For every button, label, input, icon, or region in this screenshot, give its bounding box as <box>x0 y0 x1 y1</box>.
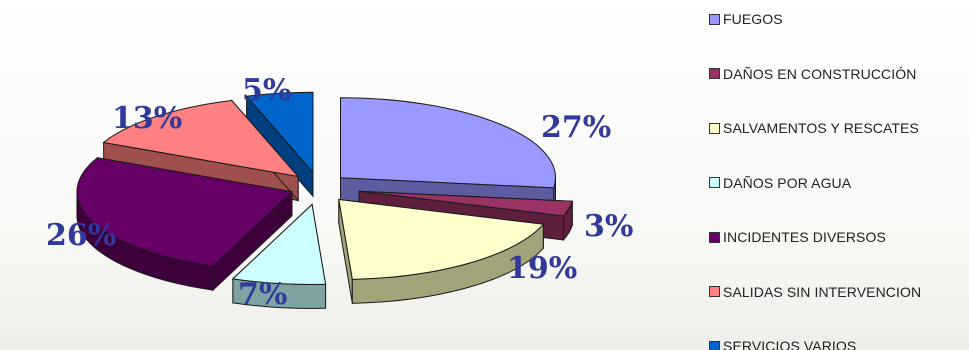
legend-swatch <box>709 68 720 79</box>
legend-label: FUEGOS <box>723 11 783 27</box>
slice-salvamentos-y-rescates <box>338 198 545 280</box>
legend-item-fuegos: FUEGOS <box>709 8 783 30</box>
legend-label: SERVICIOS VARIOS <box>723 338 857 350</box>
slice-salidas-sin-intervencion <box>102 99 300 178</box>
slice-incidentes-diversos <box>76 157 294 267</box>
legend-label: DAÑOS POR AGUA <box>723 174 852 191</box>
legend-item-danos-por-agua: DAÑOS POR AGUA <box>709 172 851 194</box>
legend-swatch <box>709 122 720 134</box>
label-incidentes-diversos: 26% <box>46 218 116 253</box>
label-salvamentos-y-rescates: 19% <box>507 251 577 286</box>
legend-item-incidentes-diversos: INCIDENTES DIVERSOS <box>709 226 886 248</box>
slice-danos-por-agua <box>231 203 327 285</box>
label-danos-por-agua: 7% <box>238 277 287 312</box>
legend-label: SALVAMENTOS Y RESCATES <box>723 120 919 136</box>
legend-swatch <box>709 13 720 25</box>
slice-fuegos <box>340 97 556 189</box>
label-servicios-varios: 5% <box>242 73 291 108</box>
legend-swatch <box>709 231 720 243</box>
legend-label: SALIDAS SIN INTERVENCION <box>723 283 922 300</box>
legend-item-salidas-sin-intervencion: SALIDAS SIN INTERVENCION <box>709 281 921 303</box>
label-danos-en-construccion: 3% <box>584 209 633 244</box>
legend-swatch <box>709 177 720 188</box>
legend-item-salvamentos-y-rescates: SALVAMENTOS Y RESCATES <box>709 117 919 139</box>
legend-item-servicios-varios: SERVICIOS VARIOS <box>709 335 856 350</box>
label-salidas-sin-intervencion: 13% <box>112 101 182 136</box>
legend-item-danos-en-construccion: DAÑOS EN CONSTRUCCIÓN <box>709 63 916 85</box>
legend-label: DAÑOS EN CONSTRUCCIÓN <box>723 65 917 82</box>
legend-label: INCIDENTES DIVERSOS <box>723 229 886 245</box>
slice-danos-en-construccion <box>358 190 573 217</box>
legend-swatch <box>709 340 720 350</box>
pie-tops <box>76 91 573 285</box>
legend-swatch <box>709 286 720 297</box>
slice-servicios-varios <box>245 91 314 174</box>
label-fuegos: 27% <box>541 110 611 145</box>
